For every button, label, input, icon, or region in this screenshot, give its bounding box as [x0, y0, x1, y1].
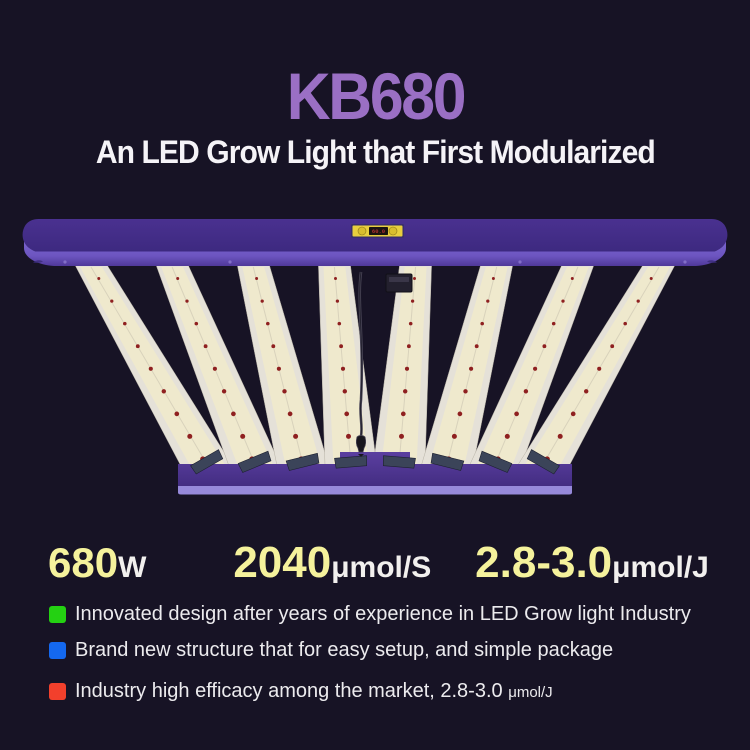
svg-text:60.0: 60.0: [372, 228, 385, 235]
